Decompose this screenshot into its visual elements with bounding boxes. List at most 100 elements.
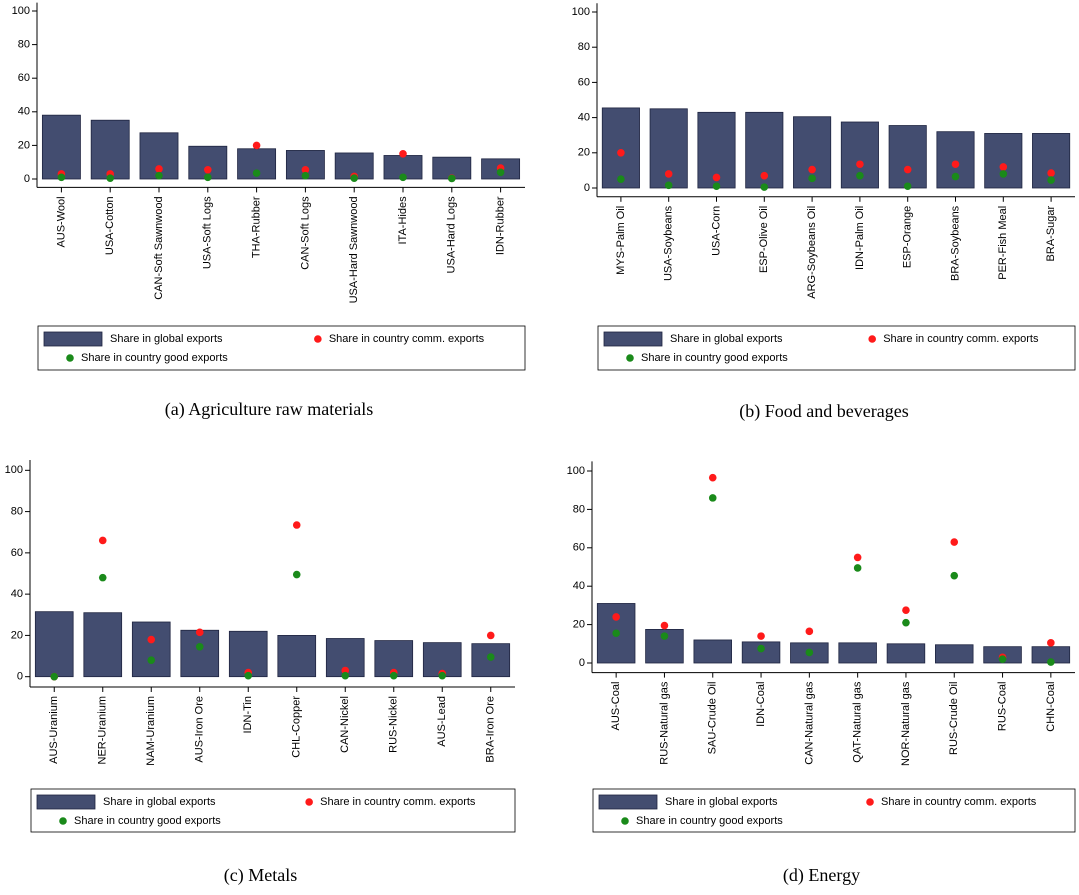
- y-tick-label: 20: [11, 629, 23, 641]
- legend-label: Share in country good exports: [636, 815, 783, 827]
- dot: [950, 538, 959, 546]
- x-tick-label: QAT-Natural gas: [852, 681, 864, 763]
- y-tick-label: 60: [11, 547, 23, 559]
- legend-label: Share in global exports: [665, 796, 778, 808]
- x-tick-label: AUS-Iron Ore: [194, 696, 206, 763]
- y-tick-label: 80: [18, 39, 30, 51]
- dot: [292, 521, 301, 529]
- caption: (b) Food and beverages: [739, 401, 908, 422]
- x-tick-label: BRA-Sugar: [1045, 205, 1057, 261]
- dot: [903, 165, 912, 174]
- caption: (d) Energy: [783, 865, 860, 886]
- y-tick-label: 20: [578, 147, 590, 159]
- bar: [277, 635, 317, 678]
- x-tick-label: NOR-Natural gas: [900, 681, 912, 766]
- y-tick-label: 0: [579, 657, 585, 669]
- dot: [496, 168, 505, 177]
- y-tick-label: 100: [5, 464, 23, 476]
- y-tick-label: 60: [573, 542, 585, 554]
- y-tick-label: 100: [572, 6, 590, 18]
- bar: [838, 642, 877, 664]
- bar: [693, 639, 732, 664]
- dot: [438, 671, 447, 680]
- x-tick-label: BRA-Iron Ore: [485, 696, 497, 763]
- dot: [853, 553, 862, 562]
- legend-marker: [621, 817, 629, 825]
- legend-label: Share in global exports: [110, 333, 223, 345]
- caption: (c) Metals: [224, 865, 297, 886]
- dot: [757, 632, 765, 640]
- legend-marker: [866, 798, 874, 806]
- bar: [131, 621, 171, 678]
- x-tick-label: CHL-Copper: [291, 696, 303, 758]
- dot: [951, 160, 960, 169]
- x-tick-label: MYS-Palm Oil: [615, 206, 627, 275]
- x-tick-label: RUS-Crude Oil: [948, 682, 960, 755]
- dot: [999, 170, 1008, 178]
- dot: [195, 628, 204, 637]
- y-tick-label: 40: [18, 106, 30, 118]
- legend-label: Share in country comm. exports: [329, 333, 485, 345]
- dot: [808, 165, 816, 174]
- dot: [204, 173, 212, 182]
- x-tick-label: USA-Soybeans: [663, 205, 675, 281]
- dot: [617, 149, 625, 157]
- y-tick-label: 40: [578, 112, 590, 124]
- bar: [41, 114, 81, 180]
- bar: [984, 133, 1023, 189]
- dot: [155, 165, 163, 173]
- dot: [106, 174, 114, 182]
- dot: [1047, 169, 1055, 177]
- dot: [292, 570, 301, 579]
- x-tick-label: AUS-Coal: [610, 682, 622, 731]
- legend-label: Share in country good exports: [81, 352, 228, 364]
- x-tick-label: THA-Rubber: [251, 196, 263, 258]
- legend-label: Share in country comm. exports: [883, 333, 1039, 345]
- x-tick-label: IDN-Rubber: [495, 196, 507, 255]
- x-tick-label: USA-Corn: [710, 206, 722, 256]
- dot: [147, 656, 156, 664]
- y-tick-label: 100: [12, 5, 30, 17]
- x-tick-label: NER-Uranium: [97, 696, 109, 764]
- bar: [888, 125, 927, 189]
- dot: [760, 183, 769, 191]
- x-tick-label: ARG-Soybeans Oil: [806, 206, 818, 299]
- x-tick-label: CAN-Soft Logs: [299, 196, 311, 270]
- dot: [1047, 639, 1055, 647]
- dot: [808, 174, 816, 183]
- dot: [853, 564, 862, 572]
- x-tick-label: SAU-Crude Oil: [707, 682, 719, 755]
- x-tick-label: USA-Hard Logs: [446, 196, 458, 274]
- x-tick-label: BRA-Soybeans: [949, 205, 961, 281]
- dot: [617, 175, 625, 183]
- legend-marker: [66, 354, 74, 362]
- dot: [195, 642, 204, 651]
- legend-label: Share in country good exports: [641, 352, 788, 364]
- legend-marker: [626, 354, 634, 362]
- x-tick-label: RUS-Coal: [996, 682, 1008, 732]
- x-tick-label: CAN-Soft Sawnwood: [153, 196, 165, 299]
- x-tick-label: RUS-Natural gas: [658, 681, 670, 765]
- legend-marker: [314, 335, 322, 343]
- x-tick-label: IDN-Coal: [755, 682, 767, 727]
- x-tick-label: CAN-Natural gas: [803, 681, 815, 765]
- dot: [1047, 176, 1055, 184]
- dot: [757, 644, 765, 653]
- dot: [664, 181, 673, 190]
- y-tick-label: 20: [18, 139, 30, 151]
- legend-box: [597, 325, 1076, 371]
- dot: [98, 536, 107, 545]
- legend-box: [592, 788, 1076, 833]
- dot: [805, 627, 814, 636]
- x-tick-label: AUS-Uranium: [48, 696, 60, 764]
- x-tick-label: RUS-Nickel: [388, 696, 400, 753]
- legend-label: Share in country good exports: [74, 815, 221, 827]
- dot: [252, 169, 261, 177]
- y-tick-label: 0: [17, 671, 23, 683]
- dot: [998, 655, 1007, 663]
- legend-marker: [305, 798, 313, 806]
- x-tick-label: ITA-Hides: [397, 196, 409, 245]
- dot: [660, 621, 669, 630]
- dot: [486, 653, 495, 661]
